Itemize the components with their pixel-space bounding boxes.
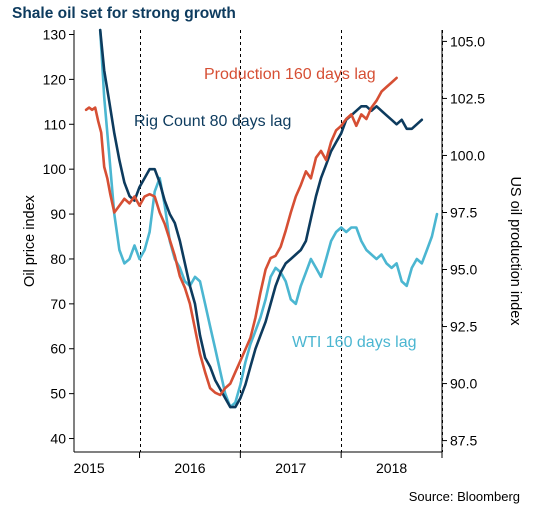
x-tick-label: 2016 <box>174 460 205 476</box>
left-tick-label: 110 <box>44 116 67 132</box>
right-tick-label: 92.5 <box>450 319 477 335</box>
right-tick-label: 95.0 <box>450 262 477 278</box>
right-tick-label: 97.5 <box>450 204 477 220</box>
x-tick-label: 2017 <box>275 460 306 476</box>
chart-title: Shale oil set for strong growth <box>12 5 236 22</box>
y-left-axis-title: Oil price index <box>22 194 38 287</box>
left-tick-label: 40 <box>50 431 66 447</box>
right-tick-label: 105.0 <box>450 33 485 49</box>
axes <box>69 30 447 458</box>
left-tick-label: 80 <box>50 251 66 267</box>
series-rig_count-line <box>98 28 424 409</box>
right-tick-label: 100.0 <box>450 147 485 163</box>
left-tick-label: 100 <box>43 161 67 177</box>
left-tick-label: 130 <box>43 26 67 42</box>
grid-lines <box>140 30 443 452</box>
left-tick-label: 90 <box>50 206 66 222</box>
annotation-wti: WTI 160 days lag <box>292 334 417 351</box>
series-production-line <box>84 76 398 397</box>
series-lines <box>84 28 439 409</box>
left-tick-label: 50 <box>50 386 66 402</box>
left-tick-label: 70 <box>50 296 66 312</box>
right-tick-label: 87.5 <box>450 433 477 449</box>
source-note: Source: Bloomberg <box>408 489 520 504</box>
x-tick-label: 2015 <box>74 460 105 476</box>
annotation-production: Production 160 days lag <box>204 66 376 83</box>
annotation-rig_count: Rig Count 80 days lag <box>134 113 291 130</box>
right-tick-label: 90.0 <box>450 376 477 392</box>
series-wti-line <box>98 28 439 409</box>
right-tick-label: 102.5 <box>450 90 485 106</box>
left-tick-label: 60 <box>50 341 66 357</box>
labels: 40 50 60 70 80 90 100 110 120 130 87.5 90.0 92.5 95.0… <box>22 26 523 476</box>
x-tick-label: 2018 <box>376 460 407 476</box>
y-right-axis-title: US oil production index <box>507 176 523 326</box>
left-tick-label: 120 <box>43 71 67 87</box>
